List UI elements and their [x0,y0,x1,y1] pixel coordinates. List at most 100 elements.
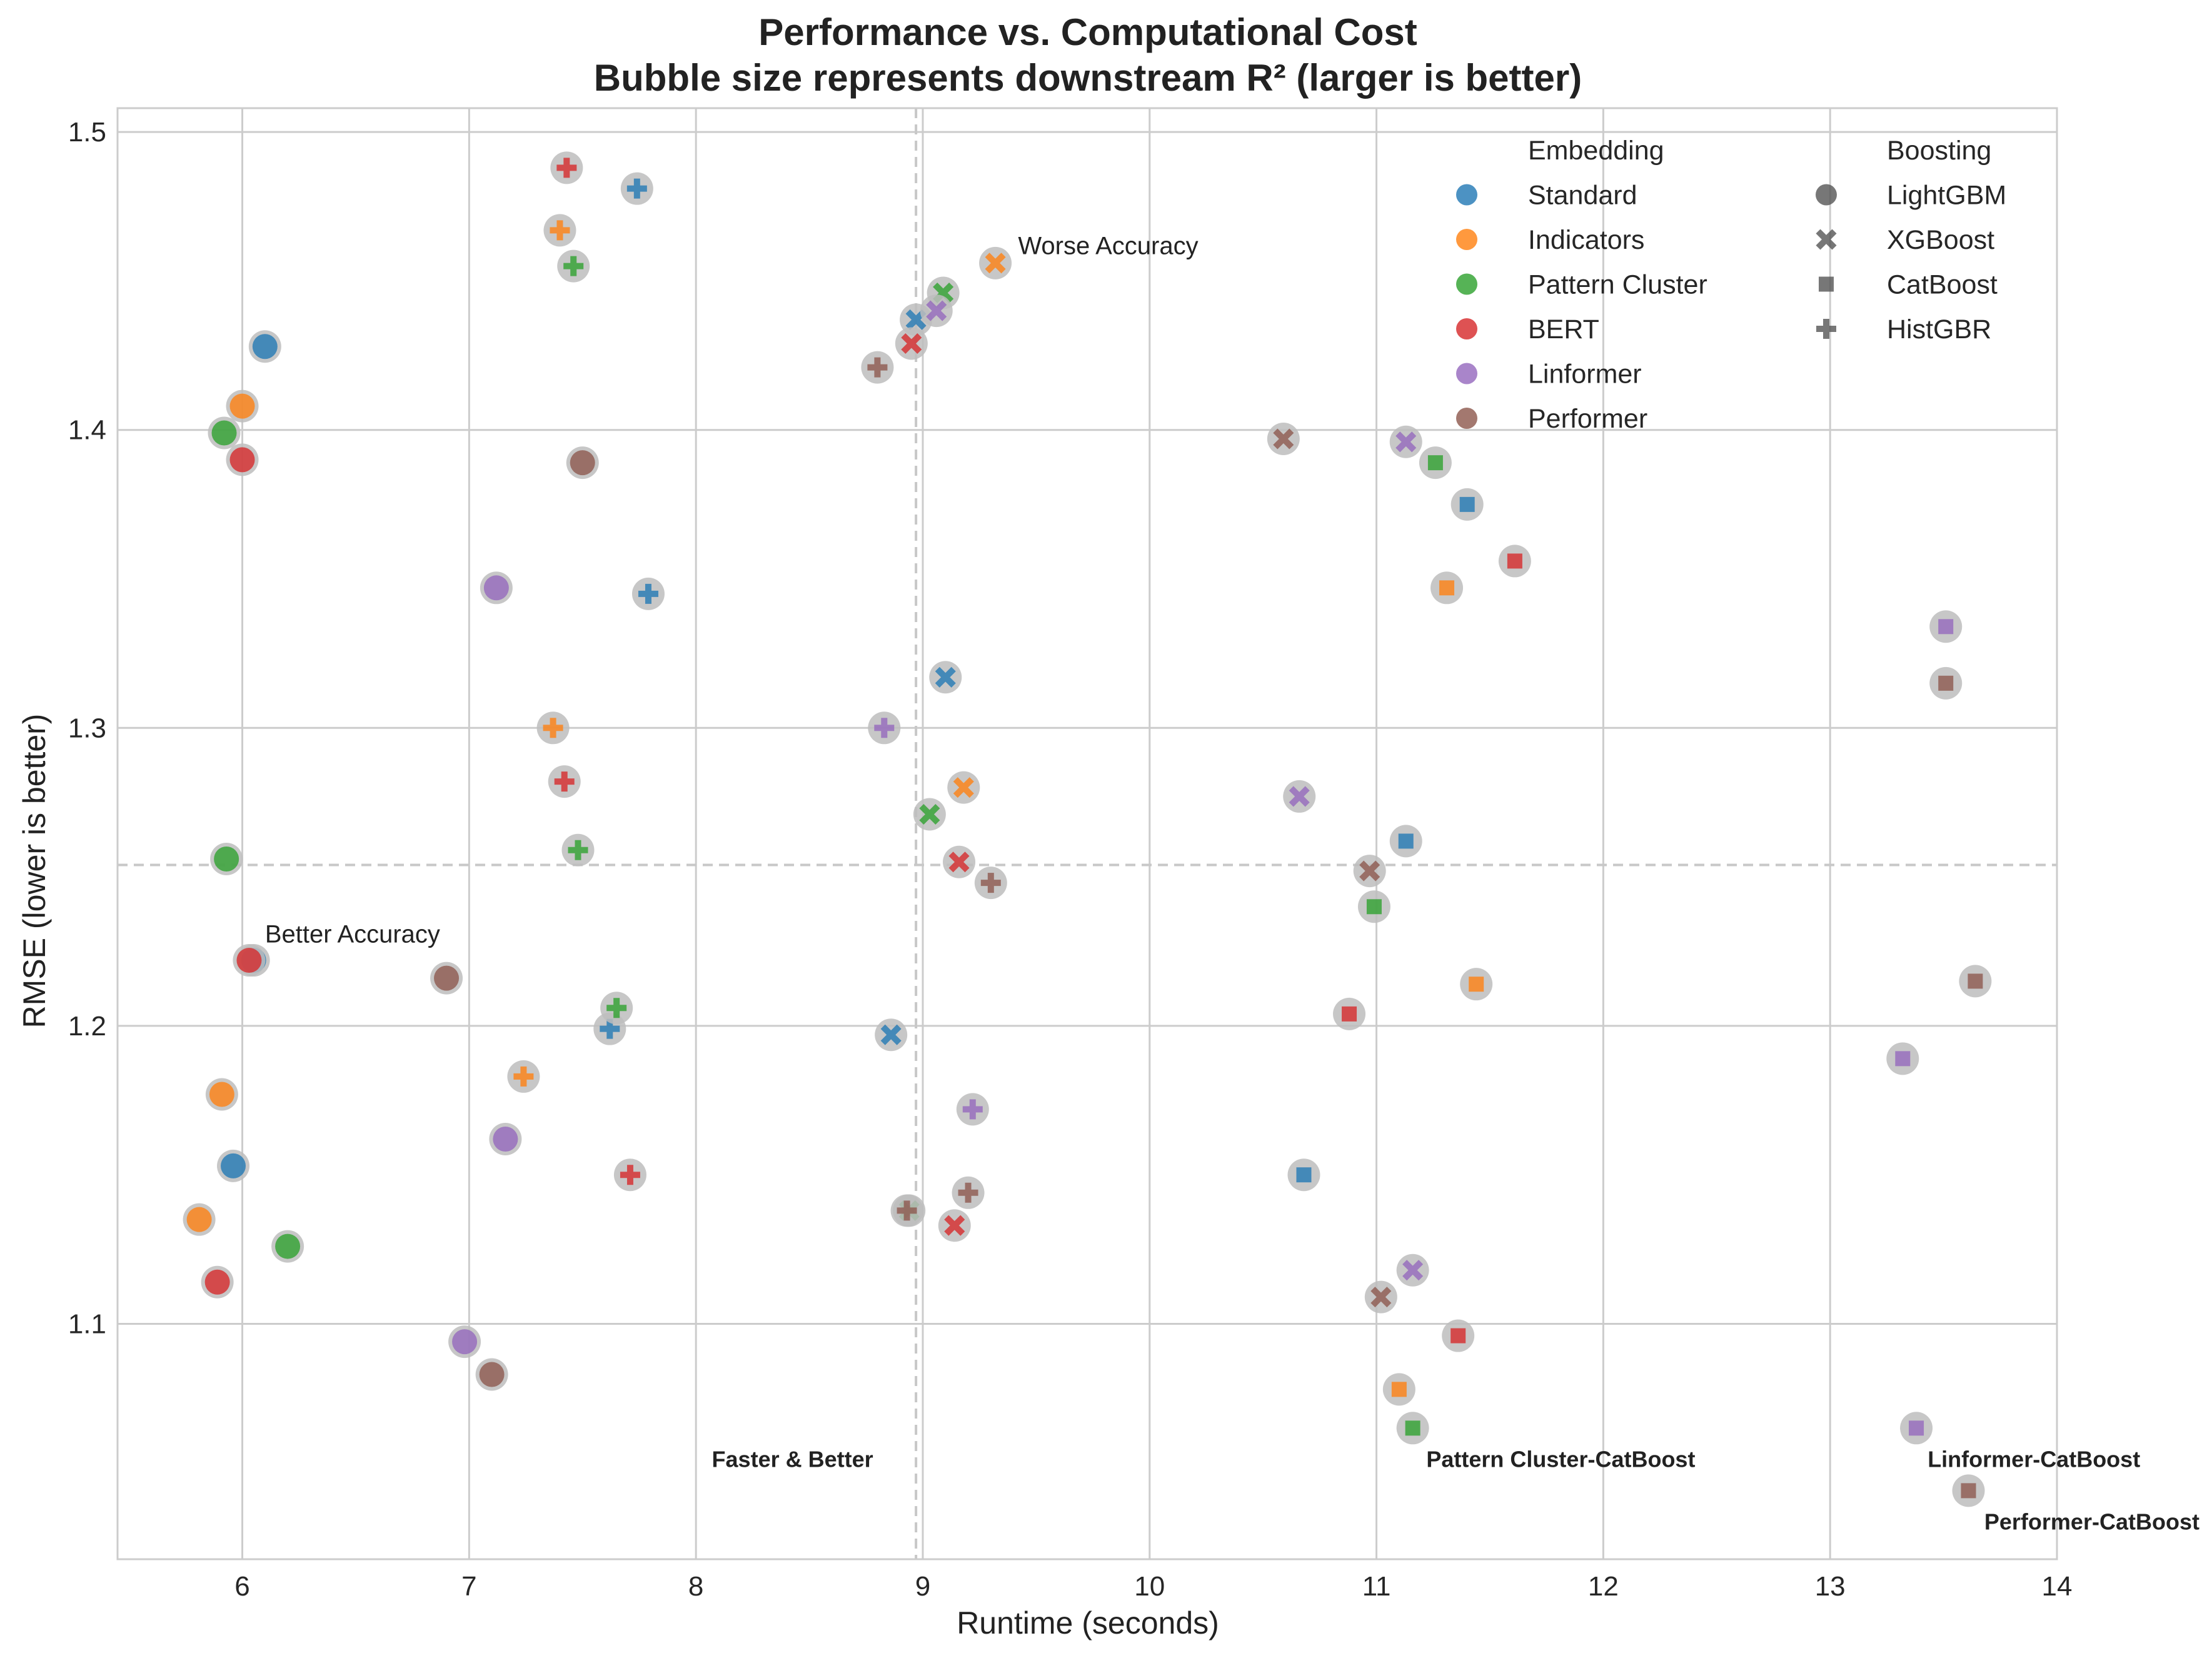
data-point-performer-histgbr [861,351,894,384]
legend-marker-lightgbm [1816,184,1837,206]
marker-shape [563,256,584,276]
legend-marker-pattern-cluster [1456,273,1477,295]
marker-shape [1456,318,1477,339]
legend-marker-standard [1456,184,1477,206]
y-tick-label: 1.3 [68,713,106,743]
data-point-performer-histgbr [952,1176,985,1209]
legend-entry-label: Pattern Cluster [1528,270,1707,300]
data-point-pattern-cluster-lightgbm [271,1230,304,1263]
x-tick-label: 10 [1134,1571,1165,1602]
data-point-pattern-cluster-lightgbm [210,843,243,876]
plot-frame [116,107,2058,1560]
marker-shape [556,158,577,178]
x-tick-label: 8 [688,1571,703,1602]
marker-shape [1342,1006,1357,1022]
data-point-bert-xgboost [938,1209,971,1242]
annotation-label: Better Accuracy [265,920,440,948]
legend-marker-xgboost [1816,229,1837,250]
data-point-pattern-cluster-histgbr [557,249,590,283]
x-tick-label: 12 [1588,1571,1619,1602]
legend-entry-label: Standard [1528,181,1637,211]
data-point-indicators-histgbr [507,1060,540,1093]
marker-shape [214,847,239,872]
data-point-indicators-histgbr [536,711,570,745]
annotation-label: Linformer-CatBoost [1928,1446,2140,1472]
y-tick-label: 1.5 [68,117,106,148]
marker-shape [550,220,570,241]
data-point-bert-histgbr [548,765,581,798]
plot-area-border [116,107,2058,1560]
marker-shape [1968,973,1983,989]
legend-marker-bert [1456,318,1477,339]
data-point-bert-lightgbm [233,944,266,977]
tick-labels: 6 7 8 9 10 11 12 13 14 1.1 1.2 1.3 1.4 1.5 [68,117,2073,1602]
marker-shape [1469,977,1484,992]
data-point-indicators-histgbr [543,214,576,247]
data-point-bert-xgboost [895,327,928,360]
y-tick-label: 1.4 [68,415,106,446]
marker-shape [867,357,888,378]
legend-entry-label: LightGBM [1887,181,2006,211]
marker-shape [1938,675,1954,691]
marker-shape [204,1269,230,1295]
marker-shape [980,873,1001,893]
legend-marker-histgbr [1816,319,1836,339]
x-tick-label: 6 [234,1571,249,1602]
annotation-label: Worse Accuracy [1018,233,1198,260]
y-tick-label: 1.1 [68,1309,106,1339]
annotation-label: Performer-CatBoost [1984,1509,2199,1534]
marker-shape [1427,455,1443,471]
marker-shape [568,840,588,860]
marker-shape [948,852,970,873]
marker-shape [275,1233,301,1259]
legend: Embedding Standard Indicators Pattern Clust… [1456,136,2006,434]
marker-shape [1816,319,1836,339]
data-point-indicators-catboost [1430,571,1464,605]
marker-shape [901,333,922,354]
data-point-bert-lightgbm [226,443,259,476]
marker-shape [1273,428,1294,450]
x-tick-label: 11 [1362,1571,1391,1602]
marker-shape [626,178,647,199]
data-point-bert-xgboost [943,845,976,878]
marker-shape [554,771,575,792]
data-point-linformer-catboost [1929,610,1963,643]
legend-marker-catboost [1819,276,1834,292]
marker-shape [1895,1051,1911,1067]
chart-subtitle: Bubble size represents downstream R² (la… [594,57,1582,99]
marker-shape [1961,1483,1976,1499]
marker-shape [1938,619,1954,635]
data-point-performer-catboost [1929,666,1963,700]
data-point-indicators-xgboost [947,771,980,804]
data-point-standard-catboost [1389,825,1422,858]
chart-title: Performance vs. Computational Cost [758,11,1417,53]
marker-shape [638,583,658,604]
marker-shape [493,1127,518,1152]
marker-shape [229,393,255,419]
marker-shape [479,1362,505,1387]
data-point-pattern-cluster-xgboost [913,798,946,831]
marker-shape [1391,1382,1407,1397]
data-point-pattern-cluster-catboost [1357,890,1390,923]
marker-shape [452,1329,478,1355]
reference-lines [118,108,2057,1559]
data-point-pattern-cluster-catboost [1396,1412,1429,1445]
data-point-performer-histgbr [890,1194,923,1227]
marker-shape [926,300,947,321]
marker-shape [919,803,940,825]
data-point-performer-xgboost [1267,423,1300,456]
marker-shape [209,1082,234,1107]
legend-entry-label: CatBoost [1887,270,1998,300]
data-point-standard-catboost [1450,488,1484,521]
data-point-bert-catboost [1498,545,1531,578]
data-point-linformer-xgboost [920,294,953,328]
legend-entry-label: XGBoost [1887,225,1994,255]
marker-shape [221,1153,246,1178]
data-point-linformer-catboost [1886,1042,1919,1075]
marker-shape [1456,273,1477,295]
annotation-label: Faster & Better [712,1446,873,1472]
marker-shape [1370,1287,1392,1308]
x-tick-label: 14 [2042,1571,2073,1602]
marker-shape [935,666,956,688]
